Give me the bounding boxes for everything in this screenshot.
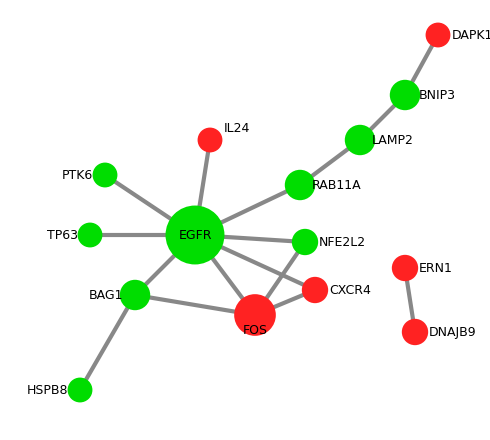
Text: DAPK1: DAPK1 (452, 29, 490, 41)
Point (296, 181, 304, 188)
Point (301, 238, 309, 246)
Point (356, 136, 364, 143)
Text: ERN1: ERN1 (419, 261, 453, 275)
Point (401, 264, 409, 271)
Point (401, 92, 409, 99)
Text: LAMP2: LAMP2 (372, 133, 414, 147)
Point (311, 286, 319, 293)
Point (434, 32, 442, 39)
Text: HSPB8: HSPB8 (26, 384, 68, 396)
Text: TP63: TP63 (47, 228, 78, 242)
Text: IL24: IL24 (224, 121, 250, 135)
Point (131, 291, 139, 298)
Point (206, 136, 214, 143)
Text: DNAJB9: DNAJB9 (429, 326, 477, 338)
Text: EGFR: EGFR (178, 228, 212, 242)
Text: BNIP3: BNIP3 (419, 88, 456, 102)
Point (86, 231, 94, 238)
Text: PTK6: PTK6 (62, 169, 93, 181)
Point (411, 329, 419, 336)
Point (251, 312, 259, 319)
Text: CXCR4: CXCR4 (329, 283, 371, 297)
Text: FOS: FOS (243, 324, 268, 337)
Text: NFE2L2: NFE2L2 (319, 235, 366, 249)
Point (76, 386, 84, 393)
Text: RAB11A: RAB11A (312, 179, 362, 191)
Point (191, 231, 199, 238)
Point (101, 172, 109, 179)
Text: BAG1: BAG1 (89, 289, 123, 301)
